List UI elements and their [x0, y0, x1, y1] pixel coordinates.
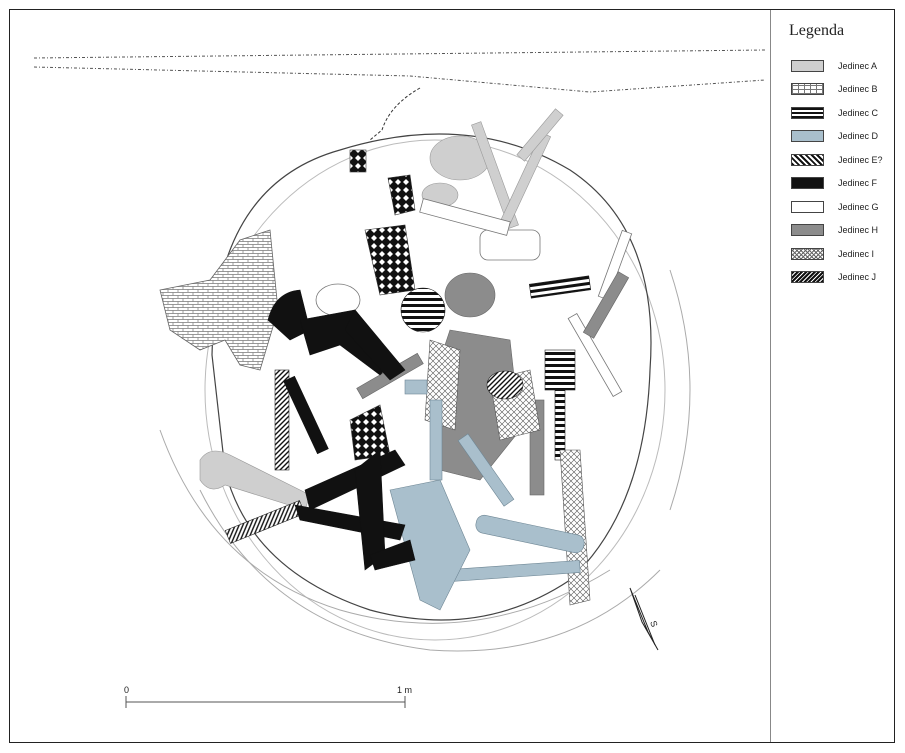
- legend-item: Jedinec F: [791, 172, 883, 196]
- legend-label: Jedinec G: [838, 201, 879, 212]
- legend-swatch: [791, 83, 824, 96]
- legend-item: Jedinec G: [791, 195, 883, 219]
- legend-swatch: [791, 177, 824, 190]
- individual-g-bones: [315, 198, 633, 398]
- legend-item: Jedinec D: [791, 125, 883, 149]
- legend-swatch: [791, 271, 824, 284]
- legend-label: Jedinec B: [838, 84, 878, 95]
- legend-item: Jedinec B: [791, 78, 883, 102]
- legend-label: Jedinec F: [838, 178, 878, 189]
- legend: Legenda Jedinec A Jedinec B Jedinec C Je…: [770, 10, 895, 742]
- legend-swatch: [791, 130, 824, 143]
- north-arrow-label: S: [648, 619, 659, 628]
- legend-item: Jedinec J: [791, 266, 883, 290]
- legend-label: Jedinec E?: [838, 154, 883, 165]
- scale-start-label: 0: [124, 685, 129, 695]
- legend-label: Jedinec D: [838, 131, 879, 142]
- legend-item: Jedinec A: [791, 54, 883, 78]
- legend-item: Jedinec E?: [791, 148, 883, 172]
- legend-label: Jedinec I: [838, 248, 875, 259]
- section-lines: [33, 49, 766, 93]
- legend-swatch: [791, 224, 824, 237]
- dashed-curve: [369, 87, 421, 141]
- legend-label: Jedinec A: [838, 60, 878, 71]
- legend-swatch: [791, 153, 824, 166]
- legend-swatch: [791, 59, 824, 72]
- individual-e-bones: [349, 149, 416, 461]
- legend-item: Jedinec C: [791, 101, 883, 125]
- legend-label: Jedinec C: [838, 107, 879, 118]
- pit-contours: [159, 133, 691, 652]
- individual-f-bones: [267, 289, 416, 571]
- legend-label: Jedinec J: [838, 272, 877, 283]
- north-arrow: S: [629, 587, 660, 651]
- individual-j-bones: [224, 369, 524, 544]
- individual-b-bones: [159, 229, 279, 371]
- legend-item: Jedinec I: [791, 242, 883, 266]
- scale-bar: 0 1 m: [124, 685, 412, 708]
- legend-item: Jedinec H: [791, 219, 883, 243]
- figure-frame: S 0 1 m Legenda Jedinec A Jedinec B Jedi…: [9, 9, 895, 743]
- legend-list: Jedinec A Jedinec B Jedinec C Jedinec D …: [791, 54, 883, 289]
- individual-d-bones: [389, 379, 585, 611]
- scale-end-label: 1 m: [397, 685, 412, 695]
- legend-swatch: [791, 200, 824, 213]
- legend-swatch: [791, 106, 824, 119]
- legend-swatch: [791, 247, 824, 260]
- burial-plan: S 0 1 m: [33, 49, 766, 708]
- individual-a-bones: [199, 108, 564, 511]
- individual-c-bones: [400, 275, 592, 461]
- legend-label: Jedinec H: [838, 225, 879, 236]
- legend-title: Legenda: [789, 22, 845, 39]
